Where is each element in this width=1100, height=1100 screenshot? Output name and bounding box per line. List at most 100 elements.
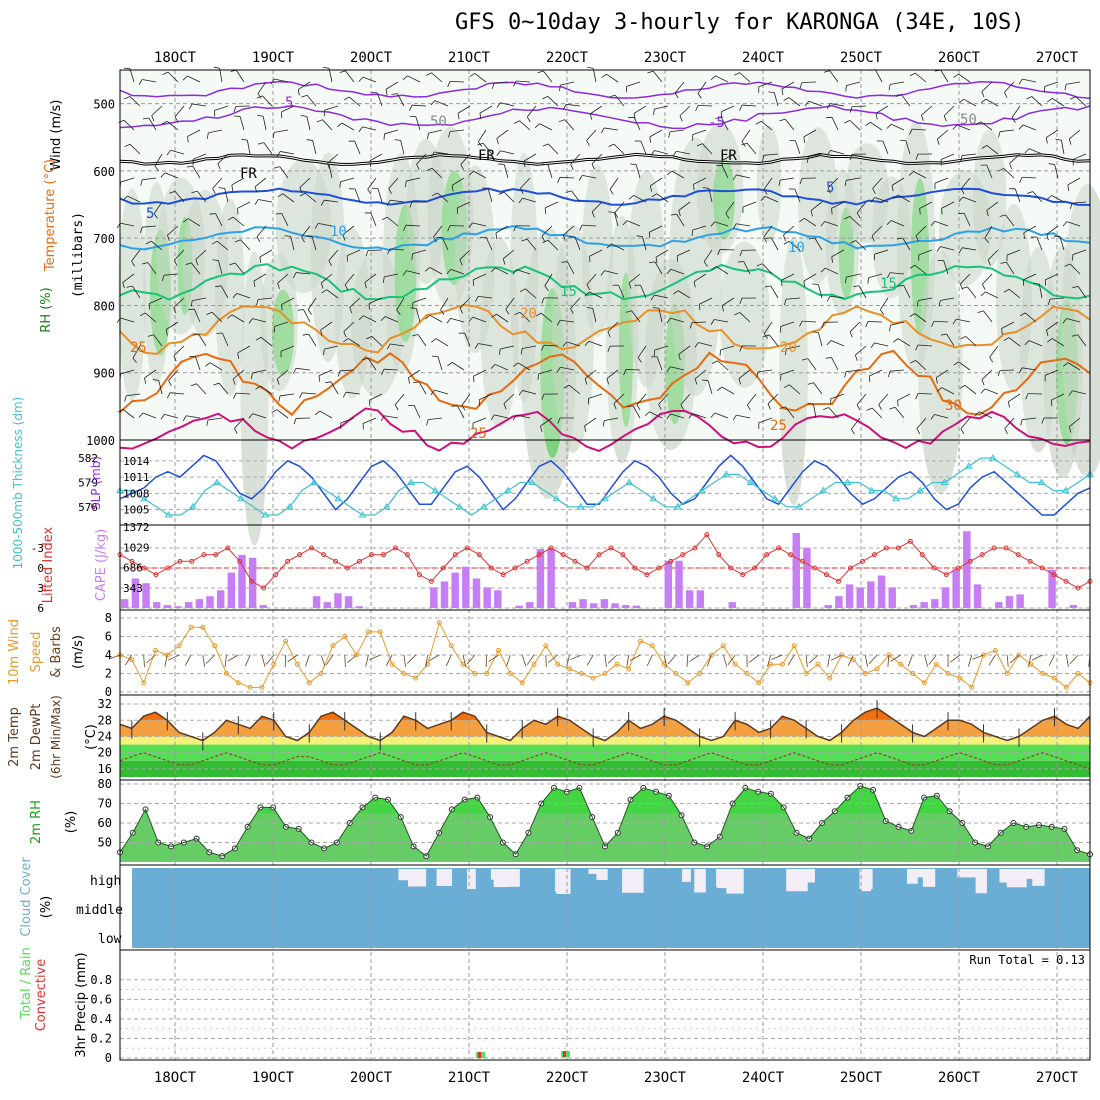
- wind-barb: [236, 392, 251, 395]
- cape-bar: [909, 605, 918, 608]
- rh-shading-high: [838, 207, 855, 299]
- wind-barb: [237, 345, 251, 354]
- wind10m-barb: [425, 654, 428, 667]
- wind-barb-flag: [182, 75, 188, 81]
- wind-barb-flag: [144, 377, 147, 384]
- wind-barb: [946, 333, 955, 347]
- wind-barb-flag: [803, 136, 806, 143]
- wind-barb: [320, 273, 333, 284]
- wind-barb: [239, 116, 245, 131]
- cloud-gap: [682, 869, 691, 882]
- wind-barb: [1005, 214, 1015, 227]
- wind-barb-flag: [358, 76, 364, 82]
- wind10m-barb: [988, 654, 996, 666]
- wind-barb-flag: [666, 269, 672, 275]
- wind-barb-flag: [259, 256, 262, 263]
- wind-barb-flag: [459, 307, 463, 314]
- cape-bar: [1016, 594, 1024, 608]
- wind-barb: [677, 290, 691, 299]
- wind-barb: [303, 309, 311, 323]
- wind-barb: [259, 249, 273, 258]
- li-marker: [141, 565, 147, 571]
- thickness-marker: [261, 511, 270, 518]
- wind-barb-flag: [339, 181, 341, 188]
- wind-barb: [127, 195, 141, 203]
- thickness-marker: [722, 470, 731, 477]
- date-label-bottom: 18OCT: [154, 1070, 197, 1086]
- wind-barb-flag: [160, 172, 166, 178]
- wind-barb-flag: [281, 304, 283, 311]
- wind-barb-flag: [940, 333, 947, 336]
- wind-barb-flag: [653, 109, 655, 116]
- wind-barb-flag: [195, 259, 199, 266]
- wind10m-barb: [287, 654, 298, 663]
- wind-barb-flag: [446, 269, 452, 275]
- cape-bar: [163, 605, 172, 608]
- cloud-gap: [588, 869, 602, 874]
- cape-bar: [579, 599, 587, 608]
- wind-marker: [543, 643, 549, 649]
- wind-barb-flag: [320, 199, 325, 206]
- precip-tick: 0.2: [90, 1031, 112, 1045]
- wind-barb: [1038, 284, 1043, 299]
- wind-barb: [830, 150, 845, 155]
- wind-barb: [520, 177, 531, 189]
- cloud-gap: [466, 869, 476, 890]
- wind-barb-flag: [693, 281, 696, 288]
- wind-barb: [450, 318, 465, 323]
- wind-barb-flag: [865, 321, 869, 328]
- wind-barb: [720, 345, 735, 351]
- wind-barb-flag: [1033, 282, 1040, 285]
- wind-barb: [122, 408, 135, 419]
- wind-barb: [894, 406, 905, 419]
- li-marker: [716, 552, 722, 558]
- wind-barb: [1009, 153, 1021, 164]
- wind-barb: [804, 217, 817, 227]
- li-marker: [225, 545, 231, 551]
- wind-barb: [856, 393, 867, 405]
- wind-barb-flag: [257, 142, 264, 145]
- wind10m-barb: [570, 654, 582, 661]
- contour-label: -5: [708, 115, 725, 131]
- thickness-marker: [770, 494, 779, 502]
- wind-barb-flag: [715, 117, 722, 119]
- wind-barb: [783, 225, 795, 236]
- wind-barb-flag: [142, 262, 149, 265]
- wind-barb-flag: [1018, 124, 1024, 130]
- cloud-level-middle: middle: [76, 903, 123, 918]
- wind-barb-flag: [206, 132, 209, 139]
- wind-barb: [803, 273, 817, 282]
- date-label-bottom: 26OCT: [938, 1070, 981, 1086]
- wind-barb: [802, 320, 817, 323]
- date-label-top: 26OCT: [938, 50, 981, 66]
- contour-label: 25: [130, 340, 147, 356]
- wind-barb: [813, 404, 817, 419]
- wind-barb-flag: [887, 371, 891, 378]
- wind-barb: [560, 81, 575, 86]
- cloud-gap: [957, 869, 979, 878]
- wind-marker: [933, 661, 939, 667]
- cape-bar: [259, 605, 268, 608]
- wind-barb: [851, 417, 861, 430]
- li-marker: [380, 552, 386, 558]
- li-marker: [979, 552, 985, 558]
- wind-barb: [604, 417, 619, 421]
- wind-barb-flag: [896, 237, 903, 240]
- wind-barb: [987, 249, 999, 261]
- wind-barb-flag: [578, 175, 583, 181]
- wind-barb-flag: [1019, 177, 1023, 183]
- wind-barb-flag: [301, 94, 308, 98]
- thickness-marker: [867, 486, 876, 494]
- wind-barb: [890, 81, 905, 85]
- li-marker: [297, 552, 303, 558]
- wind-barb-flag: [365, 250, 369, 257]
- wind-barb: [918, 249, 933, 256]
- wind-barb: [941, 387, 955, 395]
- temp-contour-20: [119, 303, 1091, 356]
- wind10m-barb: [1065, 654, 1069, 667]
- precip-conv-bar: [563, 1051, 566, 1058]
- wind-barb: [132, 345, 141, 359]
- li-marker: [871, 552, 877, 558]
- wind-barb-flag: [919, 208, 921, 215]
- wind-barb: [693, 273, 707, 282]
